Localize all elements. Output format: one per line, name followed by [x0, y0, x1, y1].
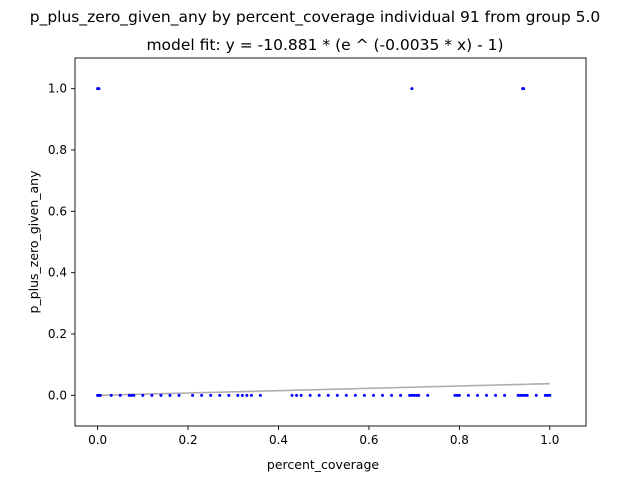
data-point [525, 393, 529, 397]
data-point [168, 393, 172, 397]
data-point [290, 393, 294, 397]
data-point [417, 393, 421, 397]
plot-frame [74, 57, 587, 427]
data-point [344, 393, 348, 397]
data-point [236, 393, 240, 397]
x-tick-label: 0.4 [269, 433, 288, 447]
data-point [548, 393, 552, 397]
data-point [191, 393, 195, 397]
y-tick-label: 1.0 [48, 82, 67, 96]
data-point [249, 393, 253, 397]
data-point [130, 393, 134, 397]
data-point [177, 393, 181, 397]
data-point [200, 393, 204, 397]
data-point [240, 393, 244, 397]
data-point [485, 393, 489, 397]
data-point [466, 393, 470, 397]
data-point [475, 393, 479, 397]
chart-subtitle: model fit: y = -10.881 * (e ^ (-0.0035 *… [146, 36, 503, 54]
plot-area [74, 57, 587, 427]
data-point [412, 393, 416, 397]
data-point [127, 393, 131, 397]
data-point [371, 393, 375, 397]
data-point [109, 393, 113, 397]
data-point [426, 393, 430, 397]
data-point [414, 393, 418, 397]
y-tick-label: 0.2 [48, 327, 67, 341]
data-point [546, 393, 550, 397]
data-point [543, 393, 547, 397]
data-point [390, 393, 394, 397]
data-point [455, 393, 459, 397]
data-point [258, 393, 262, 397]
y-tick-label: 0.0 [48, 388, 67, 402]
data-point [399, 393, 403, 397]
chart-title: p_plus_zero_given_any by percent_coverag… [30, 8, 601, 27]
data-point [308, 393, 312, 397]
data-point [132, 393, 136, 397]
x-tick-label: 0.6 [359, 433, 378, 447]
data-point [353, 393, 357, 397]
data-point [326, 393, 330, 397]
data-point [518, 393, 522, 397]
data-point [516, 393, 520, 397]
data-point [408, 393, 412, 397]
x-tick-label: 0.2 [179, 433, 198, 447]
y-axis-label: p_plus_zero_given_any [26, 170, 41, 314]
data-point [521, 393, 525, 397]
data-point [218, 393, 222, 397]
x-axis-label: percent_coverage [267, 457, 379, 472]
data-point [381, 393, 384, 397]
data-point [97, 87, 101, 91]
x-axis: 0.0 0.2 0.4 0.6 0.8 1.0 [88, 426, 559, 447]
y-axis: 0.0 0.2 0.4 0.6 0.8 1.0 [48, 82, 75, 402]
data-point [159, 393, 163, 397]
data-point [457, 393, 461, 397]
data-point [299, 393, 303, 397]
data-point [150, 393, 154, 397]
data-point [410, 393, 414, 397]
x-tick-label: 0.0 [88, 433, 107, 447]
data-point [227, 393, 231, 397]
data-point [410, 87, 414, 91]
data-point [494, 393, 498, 397]
data-point [245, 393, 249, 397]
data-point [335, 393, 339, 397]
data-point [141, 393, 145, 397]
data-point [453, 393, 457, 397]
data-point [317, 393, 321, 397]
x-tick-label: 0.8 [450, 433, 469, 447]
y-tick-label: 0.8 [48, 143, 67, 157]
data-point [503, 393, 507, 397]
data-point [534, 393, 538, 397]
data-point [209, 393, 213, 397]
data-point [295, 393, 299, 397]
points-layer [96, 87, 552, 397]
fit-curve-layer [97, 382, 550, 397]
data-point [523, 393, 527, 397]
data-point [118, 393, 122, 397]
model-fit-line [97, 382, 550, 397]
data-point [362, 393, 366, 397]
data-point [522, 87, 526, 91]
data-point [98, 393, 102, 397]
y-tick-label: 0.6 [48, 204, 67, 218]
x-tick-label: 1.0 [540, 433, 559, 447]
y-tick-label: 0.4 [48, 266, 67, 280]
